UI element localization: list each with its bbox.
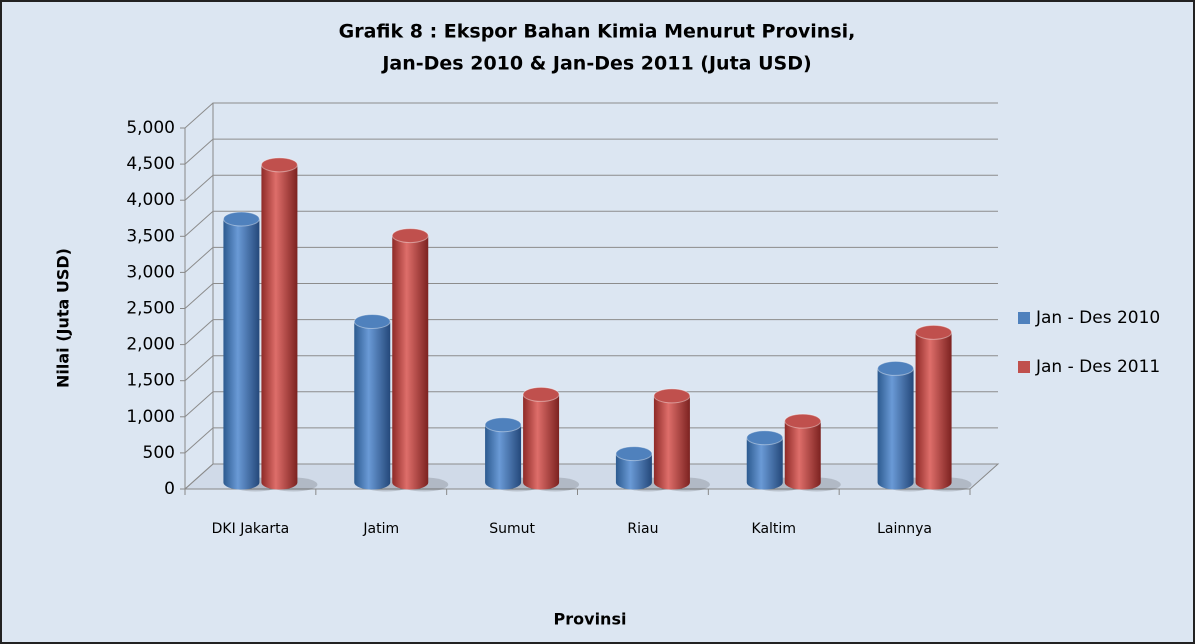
grid-line xyxy=(184,283,998,309)
bar-top xyxy=(915,324,953,340)
grid-line xyxy=(184,174,998,201)
bar-top xyxy=(222,211,260,227)
bar-top xyxy=(260,157,298,173)
grid-line xyxy=(184,210,998,237)
y-tick-label: 4,000 xyxy=(126,190,175,210)
x-tick-label: DKI Jakarta xyxy=(212,521,290,537)
y-tick-label: 1,000 xyxy=(126,407,175,427)
bar-top xyxy=(784,413,822,429)
bar xyxy=(222,211,280,492)
bar-body xyxy=(915,332,952,490)
y-tick-label: 500 xyxy=(143,443,175,463)
bar xyxy=(260,157,318,492)
bar-top xyxy=(353,313,391,329)
bar-top xyxy=(615,446,653,462)
bar-body xyxy=(653,395,690,490)
bar-top xyxy=(391,228,429,244)
legend-swatch xyxy=(1018,312,1030,324)
bar-body xyxy=(615,453,652,490)
bar xyxy=(746,430,803,492)
y-tick-label: 3,000 xyxy=(126,262,175,282)
bar xyxy=(522,386,580,492)
grid-line xyxy=(184,246,998,273)
bar-top xyxy=(522,386,560,402)
bar-body xyxy=(877,368,914,490)
bar xyxy=(391,228,449,492)
y-tick-label: 3,500 xyxy=(126,226,175,246)
chart-title: Jan-Des 2010 & Jan-Des 2011 (Juta USD) xyxy=(380,53,811,75)
legend-swatch xyxy=(1018,361,1030,373)
x-tick-label: Kaltim xyxy=(752,521,796,537)
y-tick-label: 4,500 xyxy=(126,154,175,174)
legend-label: Jan - Des 2011 xyxy=(1035,357,1160,377)
y-tick-label: 0 xyxy=(164,479,175,499)
bar-body xyxy=(784,421,821,490)
grid-line xyxy=(184,463,998,490)
bar-body xyxy=(523,394,560,490)
bar-top xyxy=(653,388,691,404)
y-tick-label: 2,500 xyxy=(126,299,175,319)
bar-body xyxy=(261,164,298,490)
bar-body xyxy=(223,218,260,490)
bar-body xyxy=(746,437,783,490)
bar-body xyxy=(392,235,429,490)
x-tick-label: Jatim xyxy=(362,521,399,537)
x-tick-label: Lainnya xyxy=(877,521,932,537)
bar xyxy=(353,313,411,492)
grid-line xyxy=(184,355,998,382)
bar-top xyxy=(877,360,915,376)
bar xyxy=(784,413,841,492)
grid-line xyxy=(184,391,998,418)
bar-top xyxy=(484,417,522,433)
grid-line xyxy=(184,102,998,129)
y-axis-label: Nilai (Juta USD) xyxy=(54,248,73,388)
x-axis-label: Provinsi xyxy=(554,610,627,629)
chart-title: Grafik 8 : Ekspor Bahan Kimia Menurut Pr… xyxy=(339,21,856,43)
grid-line xyxy=(184,427,998,454)
x-tick-label: Sumut xyxy=(489,521,535,537)
bar xyxy=(653,388,710,492)
y-tick-label: 5,000 xyxy=(126,118,175,138)
bar-body xyxy=(354,321,391,490)
legend-label: Jan - Des 2010 xyxy=(1035,308,1160,328)
x-tick-label: Riau xyxy=(627,521,658,537)
grid-line xyxy=(184,319,998,345)
y-tick-label: 2,000 xyxy=(126,335,175,355)
grid-line xyxy=(184,138,998,165)
bar-top xyxy=(746,430,784,446)
y-tick-label: 1,500 xyxy=(126,371,175,391)
bar xyxy=(915,324,972,492)
bar-body xyxy=(485,424,522,490)
